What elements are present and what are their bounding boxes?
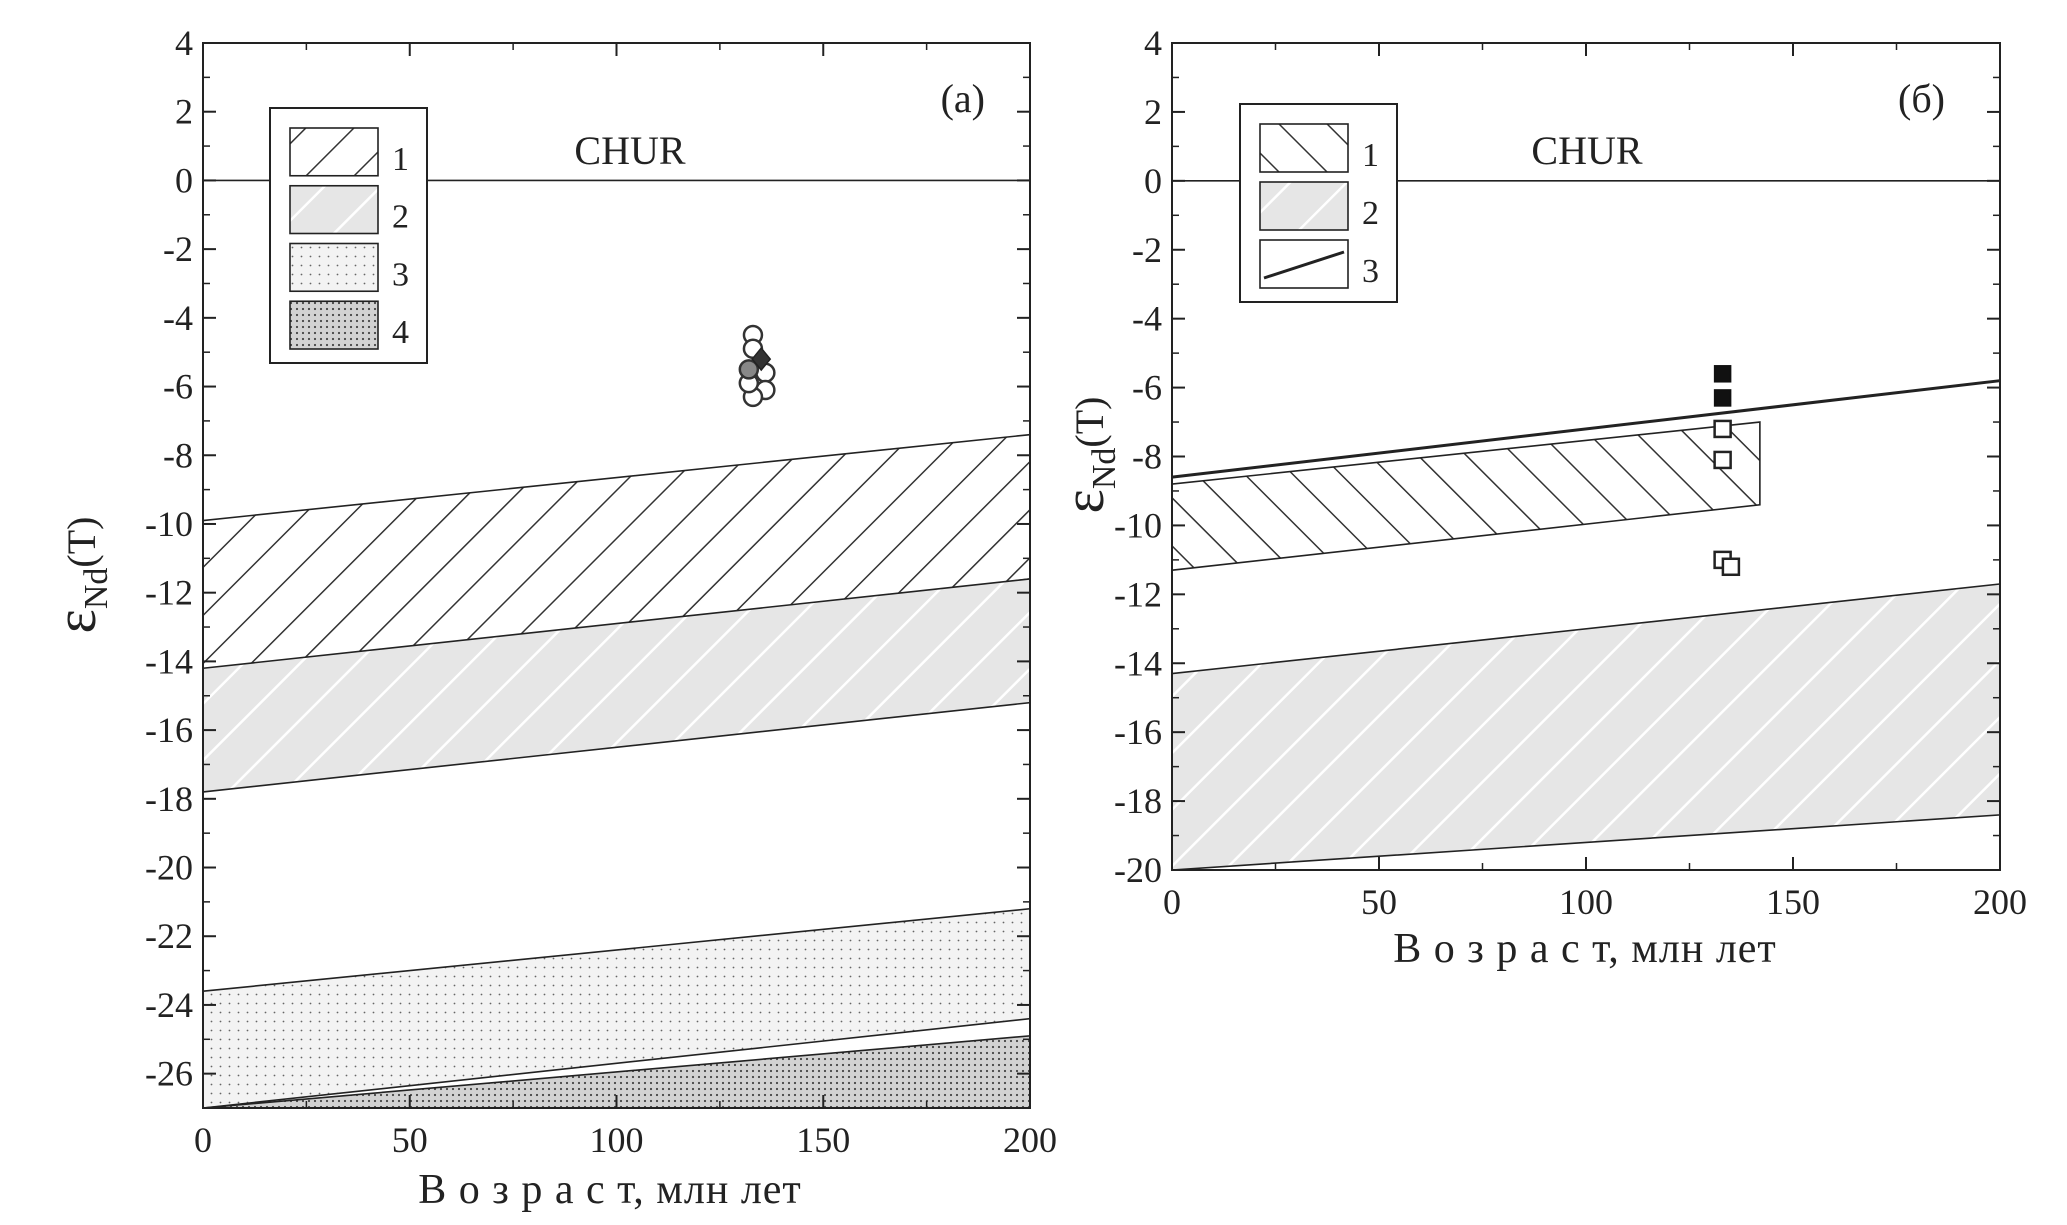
y-tick-label: 0 (175, 160, 193, 200)
legend-label-1: 1 (1362, 137, 1379, 174)
legend-swatch-1 (289, 127, 379, 177)
panel-a: CHUR (а) 1 2 3 4 4 2 0 -2 -4 -6 -8 -10 -12 -14 -16 -18… (43, 23, 1057, 1213)
y-tick-label: 4 (1144, 23, 1162, 63)
data-point-filled-square (1713, 389, 1732, 407)
x-tick-label: 200 (1003, 1120, 1057, 1160)
ticks-b: 420-2-4-6-8-10-12-14-16-18-200 50 100 150 20… (1114, 23, 2027, 922)
x-axis-label-a: В о з р а с т, млн лет (418, 1167, 802, 1213)
y-tick-label: -22 (145, 916, 193, 956)
legend-line-3 (1263, 250, 1345, 280)
y-label-suffix-b: (T) (1067, 397, 1112, 448)
y-tick-label: -26 (145, 1054, 193, 1094)
y-tick-label: 4 (175, 23, 193, 63)
legend-a: 1 2 3 4 (269, 107, 428, 364)
x-tick-label: 100 (590, 1120, 644, 1160)
x-tick-label: 150 (796, 1120, 850, 1160)
y-tick-label: -24 (145, 985, 193, 1025)
y-tick-label: -2 (1132, 230, 1162, 270)
chur-label-a: CHUR (574, 128, 685, 173)
y-tick-label: -18 (145, 779, 193, 819)
y-tick-label: -12 (145, 573, 193, 613)
legend-label-3: 3 (1362, 253, 1379, 290)
y-tick-label: -6 (163, 367, 193, 407)
y-tick-label: -2 (163, 229, 193, 269)
panel-label-a: (а) (941, 76, 985, 121)
panel-label-b: (б) (1898, 76, 1945, 121)
x-tick-label: 0 (194, 1120, 212, 1160)
legend-label-2: 2 (1362, 195, 1379, 232)
legend-label-3: 3 (392, 256, 409, 293)
y-tick-label: -8 (1132, 437, 1162, 477)
y-tick-label: -6 (1132, 368, 1162, 408)
legend-swatch-1 (1259, 123, 1349, 173)
y-tick-label: 2 (175, 92, 193, 132)
y-tick-label: -20 (145, 848, 193, 888)
y-tick-label: -20 (1114, 850, 1162, 890)
y-tick-label: 2 (1144, 92, 1162, 132)
x-tick-label: 50 (1361, 882, 1397, 922)
y-tick-label: -14 (1114, 643, 1162, 683)
chur-label-b: CHUR (1531, 128, 1642, 173)
y-tick-label: -10 (1114, 505, 1162, 545)
x-tick-label: 0 (1163, 882, 1181, 922)
panel-b: CHUR (б) 1 2 3 4 2 0 -2 -4 -6 -8 -10 -12 -14 -16 -18 -… (1051, 23, 2027, 972)
legend-label-2: 2 (392, 199, 409, 236)
points-b (1713, 365, 1741, 577)
data-point-filled-square (1713, 365, 1732, 383)
y-tick-label: -12 (1114, 574, 1162, 614)
y-tick-label: 0 (1144, 161, 1162, 201)
y-tick-label: -4 (1132, 299, 1162, 339)
data-point-gray-circle (738, 359, 760, 380)
x-tick-label: 150 (1766, 882, 1820, 922)
x-axis-label-b: В о з р а с т, млн лет (1393, 926, 1777, 972)
y-tick-label: -16 (145, 710, 193, 750)
data-point-open-square (1721, 557, 1741, 577)
y-tick-label: -14 (145, 641, 193, 681)
y-tick-label: -18 (1114, 781, 1162, 821)
series-line-3 (1171, 379, 2001, 479)
legend-swatch-3 (289, 242, 379, 293)
y-tick-label: -10 (145, 504, 193, 544)
data-point-filled-diamond (751, 346, 772, 372)
points-a (738, 324, 776, 408)
data-point-open-square (1713, 419, 1732, 439)
y-label-sub-a: Nd (78, 568, 115, 610)
y-tick-label: -16 (1114, 712, 1162, 752)
legend-swatch-4 (289, 300, 379, 350)
y-axis-label-b: εNd(T) (1051, 397, 1123, 514)
x-tick-label: 50 (392, 1120, 428, 1160)
bands-b (1171, 379, 2001, 871)
y-tick-label: -8 (163, 435, 193, 475)
y-axis-label-a: εNd(T) (43, 517, 115, 634)
legend-label-4: 4 (392, 314, 409, 351)
legend-swatch-2 (289, 184, 379, 235)
data-point-open-square (1713, 450, 1732, 470)
y-label-main-a: ε (43, 609, 108, 633)
y-label-sub-b: Nd (1086, 448, 1123, 490)
x-tick-label: 200 (1973, 882, 2027, 922)
band-2 (1171, 583, 2001, 871)
legend-b: 1 2 3 (1239, 103, 1398, 303)
ticks-a: 420-2-4-6-8-10-12-14-16-18-20-22-24-260 5… (145, 23, 1057, 1160)
y-tick-label: -4 (163, 298, 193, 338)
bands-a (202, 433, 1031, 1109)
legend-label-1: 1 (392, 141, 409, 178)
x-tick-label: 100 (1559, 882, 1613, 922)
y-label-main-b: ε (1051, 489, 1116, 513)
y-label-suffix-a: (T) (59, 517, 104, 568)
legend-swatch-2 (1259, 181, 1349, 231)
